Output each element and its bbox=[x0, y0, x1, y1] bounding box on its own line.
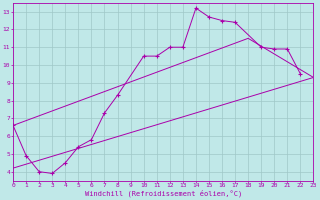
X-axis label: Windchill (Refroidissement éolien,°C): Windchill (Refroidissement éolien,°C) bbox=[84, 190, 242, 197]
